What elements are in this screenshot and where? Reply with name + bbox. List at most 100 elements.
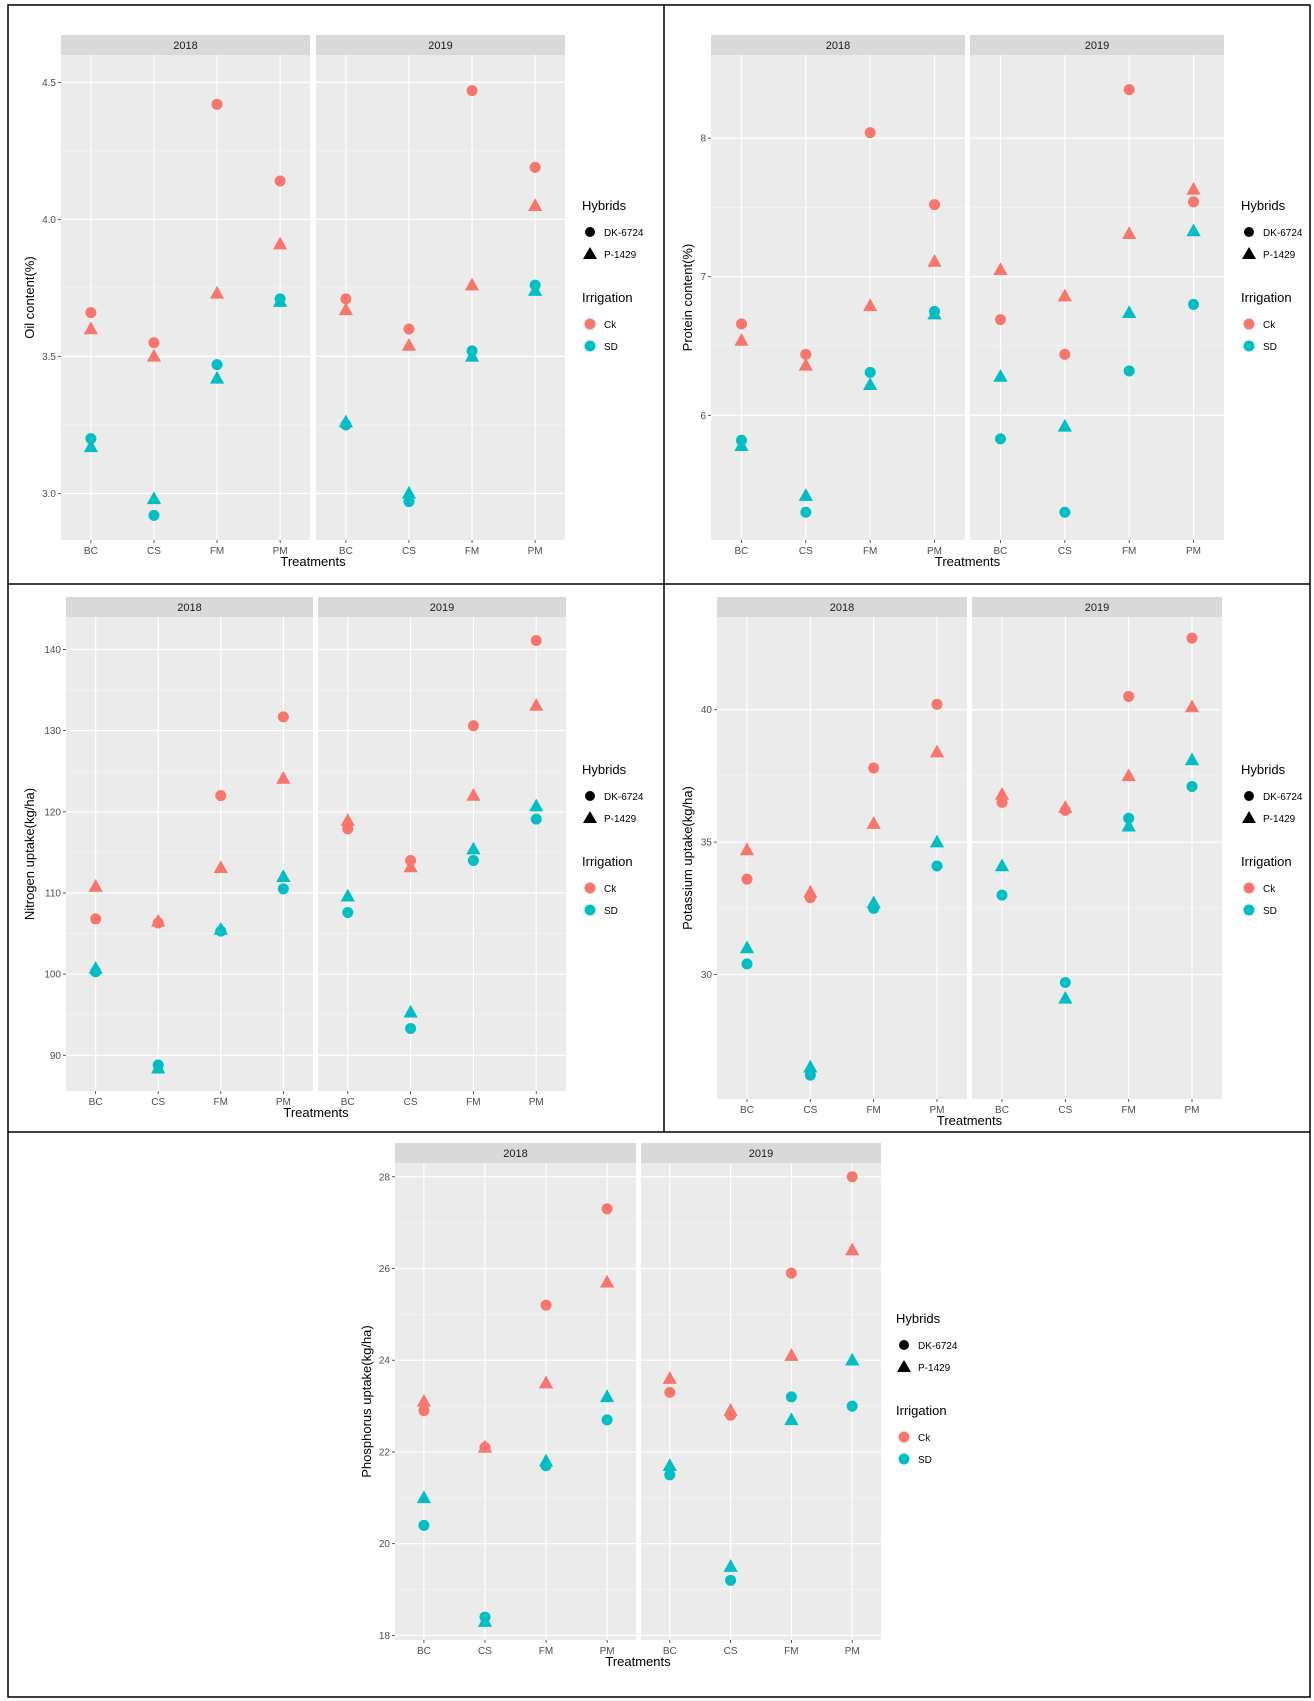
data-point-circle (1123, 84, 1135, 96)
facet-strip (970, 35, 1224, 55)
data-point-circle (340, 293, 352, 305)
data-point-triangle (734, 332, 749, 346)
y-tick-label: 28 (379, 1172, 391, 1183)
legend-label: Ck (604, 320, 617, 331)
x-tick-label: FM (866, 1105, 880, 1116)
data-point-circle (800, 506, 812, 518)
legend-key-triangle (583, 247, 597, 259)
legend-label: SD (604, 342, 618, 353)
data-point-triangle (1186, 181, 1201, 195)
data-point-circle (931, 698, 943, 710)
panel-background (61, 55, 310, 540)
data-point-circle (1123, 365, 1135, 377)
data-point-circle (466, 345, 478, 357)
legend-key-color (1243, 340, 1255, 352)
y-tick-label: 7 (700, 272, 706, 283)
legend: Hybrids DK-6724 P-1429 Irrigation Ck SD (582, 762, 644, 917)
data-point-circle (864, 366, 876, 378)
facet-panel-2019: 2019 BC CS FM PM (641, 1143, 881, 1657)
legend-title-irrigation: Irrigation (582, 290, 633, 305)
data-point-triangle (213, 860, 228, 874)
y-tick-label: 90 (50, 1051, 62, 1062)
legend-key-circle (585, 227, 595, 237)
y-tick-label: 3.0 (42, 489, 56, 500)
data-point-triangle (662, 1458, 677, 1471)
legend-key-circle (1244, 791, 1254, 801)
data-point-circle (1059, 348, 1071, 360)
facet-strip (972, 597, 1222, 617)
data-point-circle (340, 419, 352, 431)
legend-key-color (1243, 904, 1255, 916)
y-tick-label: 22 (379, 1447, 391, 1458)
x-tick-label: PM (276, 1097, 291, 1108)
data-point-triangle (803, 1059, 818, 1073)
x-tick-label: CS (404, 1097, 418, 1108)
data-point-triangle (1057, 418, 1072, 432)
x-tick-label: CS (803, 1105, 817, 1116)
facet-strip (316, 35, 565, 55)
data-point-circle (725, 1574, 737, 1586)
x-tick-label: PM (1186, 546, 1201, 557)
panel-background (395, 1163, 636, 1640)
data-point-triangle (276, 771, 291, 784)
data-point-triangle (276, 869, 291, 882)
data-point-triangle (338, 302, 354, 316)
legend-key-circle (1244, 227, 1254, 237)
data-point-triangle (527, 198, 543, 211)
data-point-triangle (209, 285, 225, 299)
data-point-circle (211, 98, 223, 110)
data-point-triangle (401, 485, 417, 499)
x-tick-label: PM (528, 546, 543, 557)
data-point-circle (211, 359, 223, 371)
facet-strip (711, 35, 965, 55)
legend: Hybrids DK-6724 P-1429 Irrigation Ck SD (1241, 762, 1303, 917)
panel-background (970, 55, 1224, 540)
data-point-triangle (416, 1490, 432, 1504)
y-tick-label: 4.0 (42, 215, 56, 226)
facet-label: 2019 (428, 40, 452, 52)
legend-label: Ck (1263, 884, 1276, 895)
panel-background (316, 55, 565, 540)
y-tick-label: 26 (379, 1264, 391, 1275)
data-point-triangle (466, 841, 481, 855)
data-point-triangle (863, 377, 878, 391)
legend-title-irrigation: Irrigation (582, 854, 633, 869)
data-point-circle (735, 318, 747, 330)
facet-strip (61, 35, 310, 55)
data-point-triangle (927, 253, 942, 267)
facet-panel-2018: 2018 BC CS FM PM (61, 35, 310, 557)
data-point-circle (90, 966, 102, 978)
x-tick-label: BC (89, 1097, 103, 1108)
facet-panel-2018: 2018 BC CS FM PM (395, 1143, 636, 1657)
data-point-triangle (529, 697, 544, 711)
data-point-circle (277, 711, 289, 723)
x-tick-label: CS (1058, 546, 1072, 557)
data-point-triangle (146, 348, 162, 362)
x-tick-label: CS (151, 1097, 165, 1108)
data-point-circle (466, 85, 478, 97)
data-point-circle (1188, 298, 1200, 310)
facet-label: 2018 (830, 602, 854, 614)
legend-key-circle (899, 1340, 909, 1350)
x-tick-label: BC (339, 546, 353, 557)
data-point-circle (1123, 812, 1135, 824)
panel-background (972, 617, 1222, 1099)
data-point-circle (274, 293, 286, 305)
data-point-triangle (416, 1394, 432, 1407)
data-point-circle (85, 307, 97, 319)
data-point-circle (846, 1171, 858, 1183)
data-point-circle (741, 958, 753, 970)
data-point-triangle (340, 888, 355, 902)
data-point-triangle (993, 368, 1008, 382)
y-axis-title: Protein content(%) (680, 244, 695, 352)
x-tick-label: FM (1121, 1105, 1135, 1116)
data-point-circle (529, 161, 541, 173)
legend-label: P-1429 (604, 814, 637, 825)
data-point-circle (601, 1414, 613, 1426)
x-axis-title: Treatments (283, 1105, 349, 1120)
facet-label: 2019 (1085, 602, 1109, 614)
facet-label: 2019 (1085, 40, 1109, 52)
data-point-triangle (538, 1375, 554, 1389)
y-tick-label: 18 (379, 1631, 391, 1642)
